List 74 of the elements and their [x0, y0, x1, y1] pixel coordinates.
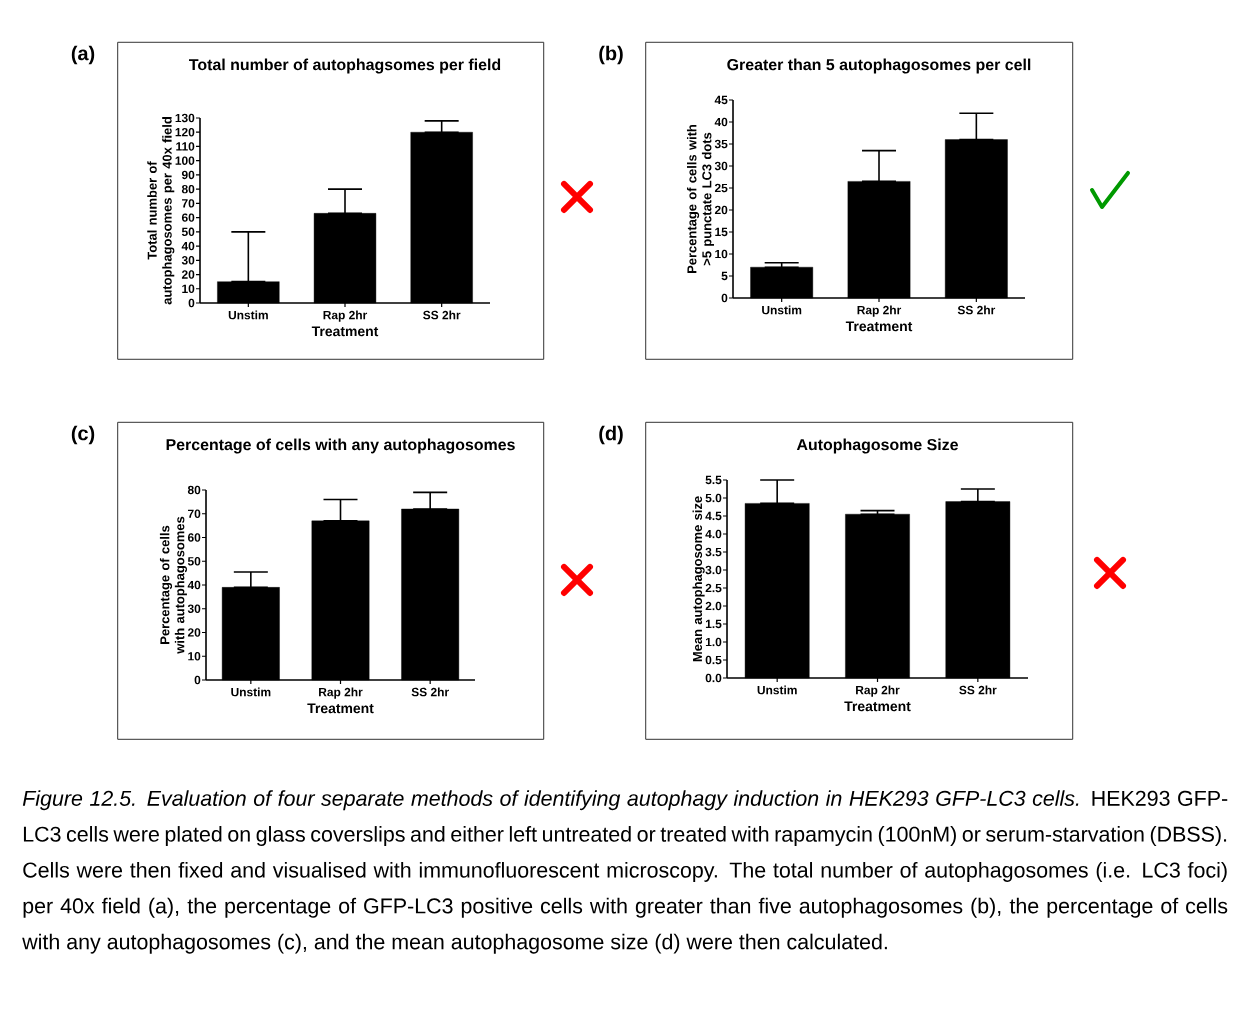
y-tick-label: 0.0: [705, 673, 722, 683]
y-tick-label: 5: [721, 271, 728, 281]
y-tick-label: 70: [188, 509, 201, 518]
chart-title: Percentage of cells with any autophagosomes: [166, 438, 515, 454]
y-tick-label: 60: [181, 213, 195, 222]
y-axis-title: Mean autophagosome size: [692, 496, 705, 662]
y-tick-label: 20: [187, 628, 201, 637]
x-axis-title: Treatment: [844, 701, 911, 712]
y-tick-label: 60: [187, 533, 201, 542]
y-axis-title: Percentage of cells with >5 punctate LC3 dots: [686, 124, 714, 273]
text: (d): [599, 425, 623, 445]
chart-title: Greater than 5 autophagosomes per cell: [727, 58, 1031, 74]
y-tick-label: 110: [176, 142, 195, 151]
y-tick-label: 45: [714, 95, 728, 105]
y-tick-label: 0: [188, 298, 195, 308]
y-tick-label: 15: [715, 227, 728, 237]
y-tick-label: 80: [181, 184, 195, 194]
y-tick-label: 10: [188, 652, 201, 661]
y-tick-label: 1.0: [705, 637, 722, 647]
y-tick-label: 30: [181, 256, 195, 265]
x-axis-title: Treatment: [307, 703, 374, 714]
y-tick-label: 25: [714, 183, 728, 193]
y-tick-label: 90: [181, 170, 195, 180]
y-axis-title: Percentage of cells with autophagosomes: [159, 516, 187, 654]
x-tick-label: SS 2hr: [423, 310, 461, 320]
x-tick-label: Unstim: [228, 310, 268, 320]
y-tick-label: 3.0: [705, 565, 722, 575]
x-tick-label: SS 2hr: [957, 305, 996, 315]
y-tick-label: 5.0: [705, 493, 722, 503]
y-tick-label: 40: [714, 117, 728, 127]
x-tick-label: Rap 2hr: [323, 310, 368, 322]
y-tick-label: 2.0: [705, 601, 722, 611]
y-tick-label: 20: [181, 270, 195, 279]
y-tick-label: 40: [181, 241, 195, 251]
x-tick-label: Unstim: [762, 305, 802, 315]
x-tick-label: SS 2hr: [959, 685, 997, 695]
chart-title: Autophagosome Size: [796, 438, 958, 454]
y-tick-label: 50: [187, 557, 201, 566]
y-tick-label: 1.5: [705, 619, 722, 629]
text: Figure 12.5. Evaluation of four separate methods of identifying autophagy induction in HEK293 GFP-LC3 cells. HEK293 GFP-LC3 cells were plated on glass coverslips and either left untreated or treated with rapamycin (100nM) or serum-starvation (DBSS). Cells were then fixed and visualised with immunofluorescent microscopy. The total number of autophagosomes (i.e. LC3 foci) per 40x field (a), the percentage of GFP-LC3 positive cells with greater than five autophagosomes (b), the percentage of cells with any autophagosomes (c), and the mean autophagosome size (d) were then calculated.: [22, 790, 1228, 954]
y-tick-label: 0: [721, 293, 728, 303]
y-tick-label: 10: [715, 249, 728, 259]
y-tick-label: 4.5: [705, 511, 722, 521]
x-tick-label: Rap 2hr: [857, 305, 902, 317]
x-axis-title: Treatment: [845, 321, 913, 332]
y-tick-label: 10: [182, 284, 195, 293]
y-tick-label: 120: [175, 127, 195, 137]
y-tick-label: 100: [175, 156, 195, 165]
x-tick-label: Rap 2hr: [856, 685, 900, 697]
x-tick-label: Unstim: [757, 685, 797, 695]
x-tick-label: Rap 2hr: [319, 687, 363, 699]
x-tick-label: Unstim: [231, 687, 271, 697]
y-tick-label: 40: [187, 580, 201, 590]
y-tick-label: 2.5: [705, 583, 722, 593]
y-tick-label: 35: [714, 139, 728, 149]
x-tick-label: SS 2hr: [411, 687, 449, 697]
y-tick-label: 30: [714, 161, 728, 171]
y-tick-label: 0: [194, 675, 201, 685]
y-tick-label: 20: [714, 205, 728, 215]
text: (a): [71, 45, 95, 65]
text: (c): [71, 425, 95, 445]
y-tick-label: 3.5: [705, 547, 722, 557]
x-axis-title: Treatment: [311, 326, 379, 337]
y-tick-label: 80: [187, 485, 201, 495]
chart-title: Total number of autophagsomes per field: [189, 58, 501, 74]
y-tick-label: 130: [175, 113, 195, 123]
text: (b): [599, 45, 623, 65]
y-tick-label: 50: [181, 227, 195, 237]
y-tick-label: 0.5: [705, 655, 722, 665]
y-axis-title: Total number of autophagosomes per 40x field: [147, 117, 175, 305]
y-tick-label: 5.5: [705, 475, 722, 485]
y-tick-label: 4.0: [705, 529, 722, 539]
y-tick-label: 30: [187, 604, 201, 613]
y-tick-label: 70: [182, 199, 195, 208]
